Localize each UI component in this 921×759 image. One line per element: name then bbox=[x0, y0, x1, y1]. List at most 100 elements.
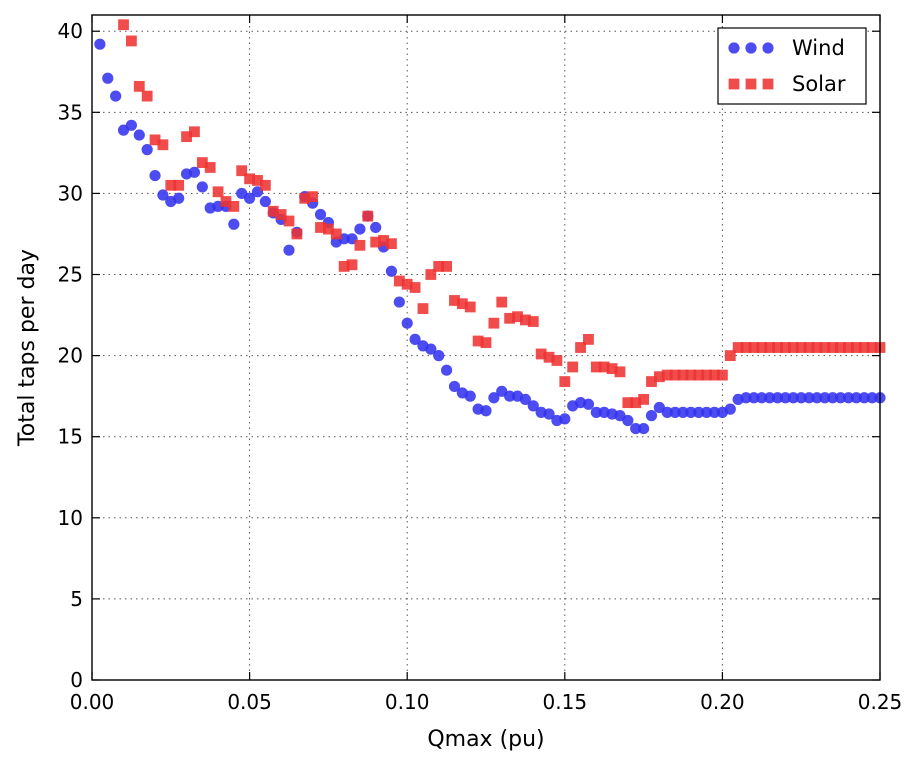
data-point-wind bbox=[259, 195, 271, 208]
data-point-solar bbox=[307, 191, 319, 203]
data-point-wind bbox=[827, 392, 839, 404]
data-point-wind bbox=[448, 380, 461, 393]
data-point-solar bbox=[717, 369, 728, 381]
data-point-solar bbox=[252, 175, 263, 186]
data-point-solar bbox=[606, 363, 618, 374]
data-point-wind bbox=[244, 192, 256, 204]
data-point-wind bbox=[173, 192, 185, 204]
data-point-solar bbox=[456, 298, 468, 310]
data-point-wind bbox=[842, 392, 855, 404]
data-point-wind bbox=[779, 392, 792, 404]
legend-marker-solar bbox=[745, 78, 757, 90]
data-point-wind bbox=[188, 166, 201, 178]
data-point-solar bbox=[520, 314, 531, 326]
data-point-solar bbox=[236, 165, 248, 177]
data-point-solar bbox=[401, 278, 413, 290]
data-point-wind bbox=[141, 144, 153, 156]
y-axis-label: Total taps per day bbox=[15, 249, 40, 447]
y-tick-label: 35 bbox=[58, 100, 83, 124]
data-point-wind bbox=[677, 406, 689, 418]
data-point-solar bbox=[756, 342, 768, 353]
y-tick-label: 10 bbox=[58, 506, 83, 530]
data-point-wind bbox=[94, 38, 106, 50]
data-point-wind bbox=[110, 90, 122, 102]
series-solar bbox=[118, 19, 886, 409]
data-point-solar bbox=[622, 397, 634, 409]
data-point-solar bbox=[669, 369, 681, 381]
data-point-wind bbox=[283, 244, 295, 256]
data-point-solar bbox=[614, 366, 626, 378]
data-point-solar bbox=[244, 173, 255, 185]
data-point-wind bbox=[787, 392, 799, 404]
data-point-solar bbox=[488, 317, 500, 329]
data-point-solar bbox=[346, 259, 358, 271]
x-tick-label: 0.25 bbox=[858, 690, 903, 714]
data-point-solar bbox=[220, 196, 232, 207]
data-point-solar bbox=[646, 376, 657, 387]
data-point-solar bbox=[638, 394, 649, 405]
data-point-solar bbox=[850, 342, 862, 353]
data-point-wind bbox=[803, 392, 815, 404]
data-point-wind bbox=[693, 406, 705, 418]
data-point-wind bbox=[669, 406, 681, 418]
data-point-wind bbox=[464, 390, 476, 402]
data-point-solar bbox=[630, 397, 642, 409]
data-point-solar bbox=[551, 355, 563, 366]
data-point-wind bbox=[858, 392, 870, 404]
data-point-wind bbox=[661, 406, 673, 418]
data-point-solar bbox=[354, 239, 366, 251]
y-tick-label: 30 bbox=[58, 181, 83, 205]
data-point-wind bbox=[228, 218, 240, 230]
data-point-solar bbox=[748, 342, 760, 353]
data-points bbox=[94, 19, 886, 435]
data-point-solar bbox=[338, 261, 350, 272]
legend-label-solar: Solar bbox=[792, 72, 846, 96]
legend: Wind Solar bbox=[717, 27, 867, 105]
data-point-solar bbox=[378, 235, 389, 246]
data-point-solar bbox=[464, 301, 476, 313]
data-point-solar bbox=[330, 228, 342, 240]
data-point-solar bbox=[496, 296, 508, 308]
data-point-solar bbox=[149, 134, 161, 146]
plot-frame bbox=[91, 14, 881, 681]
legend-marker-wind bbox=[762, 42, 774, 54]
data-point-solar bbox=[819, 342, 831, 353]
data-point-wind bbox=[393, 296, 405, 308]
data-point-wind bbox=[527, 400, 539, 412]
data-point-wind bbox=[519, 393, 532, 406]
data-point-wind bbox=[385, 265, 398, 277]
data-point-solar bbox=[740, 342, 752, 353]
data-point-wind bbox=[866, 392, 878, 404]
data-point-solar bbox=[661, 369, 673, 381]
data-point-solar bbox=[425, 269, 437, 280]
data-point-solar bbox=[189, 126, 200, 138]
data-point-wind bbox=[764, 392, 776, 404]
legend-marker-solar bbox=[728, 78, 774, 90]
data-point-solar bbox=[323, 223, 334, 235]
data-point-wind bbox=[645, 410, 658, 422]
data-point-solar bbox=[543, 351, 555, 363]
legend-label-wind: Wind bbox=[792, 36, 845, 60]
x-tick-label: 0.15 bbox=[543, 690, 588, 714]
data-point-wind bbox=[401, 317, 413, 329]
data-point-wind bbox=[756, 392, 768, 404]
data-point-solar bbox=[283, 215, 295, 227]
data-point-solar bbox=[259, 179, 271, 191]
data-point-solar bbox=[449, 295, 460, 306]
data-point-wind bbox=[835, 392, 847, 404]
data-point-solar bbox=[764, 342, 776, 353]
data-point-solar bbox=[835, 342, 846, 353]
data-point-solar bbox=[724, 350, 736, 362]
y-tick-label: 40 bbox=[58, 19, 83, 43]
data-point-wind bbox=[819, 392, 831, 404]
data-point-wind bbox=[409, 333, 421, 345]
data-point-solar bbox=[787, 342, 799, 353]
x-axis-label: Qmax (pu) bbox=[427, 727, 544, 752]
data-point-solar bbox=[772, 342, 783, 353]
data-point-wind bbox=[441, 364, 453, 376]
data-point-wind bbox=[425, 343, 437, 355]
data-point-solar bbox=[196, 157, 208, 168]
data-point-solar bbox=[709, 369, 720, 381]
